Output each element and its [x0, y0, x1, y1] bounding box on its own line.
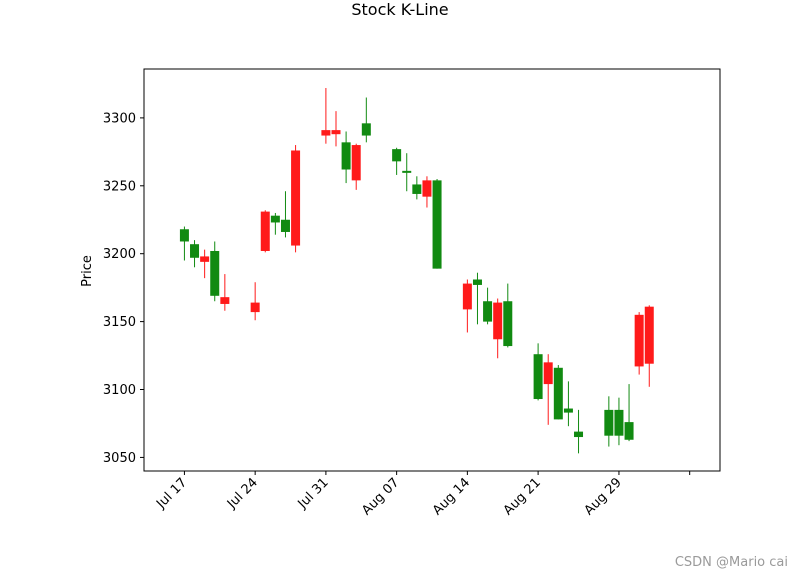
candle	[260, 210, 270, 253]
candle-body	[220, 297, 230, 304]
chart-title: Stock K-Line	[351, 0, 449, 19]
candle-body	[210, 250, 220, 296]
candle	[361, 97, 371, 143]
candle	[422, 176, 432, 208]
y-axis-label: Price	[80, 255, 95, 287]
candle	[483, 287, 493, 325]
candle-body	[351, 145, 361, 181]
candle	[321, 88, 331, 144]
candle-body	[270, 215, 280, 223]
candle	[624, 384, 634, 442]
x-tick-label: Aug 07	[359, 475, 402, 518]
y-tick-label: 3300	[103, 111, 136, 126]
candle-body	[574, 431, 584, 438]
candle	[462, 279, 472, 333]
candle	[291, 145, 301, 253]
y-axis: 3050 3100 3150 3200 3250 3300	[103, 111, 144, 466]
candle	[472, 272, 482, 325]
candle	[634, 312, 644, 375]
candle-body	[604, 409, 614, 436]
candle-body	[472, 279, 482, 285]
x-tick-label: Jul 31	[295, 475, 332, 512]
candle-body	[361, 123, 371, 136]
candle	[503, 283, 513, 348]
candle-body	[260, 211, 270, 251]
candles-layer	[179, 88, 654, 454]
candle	[604, 396, 614, 447]
candle	[331, 111, 341, 147]
candle	[543, 354, 553, 425]
x-tick-label: Aug 21	[501, 475, 544, 518]
candle	[220, 274, 230, 311]
candle-body	[291, 150, 301, 246]
candle-body	[493, 302, 503, 340]
candle	[210, 241, 220, 302]
y-tick-label: 3250	[103, 179, 136, 194]
watermark: CSDN @Mario cai	[674, 555, 788, 570]
candle	[392, 147, 402, 175]
candle-body	[412, 184, 422, 194]
candle-body	[644, 306, 654, 364]
candle	[644, 305, 654, 387]
candle	[179, 226, 189, 261]
y-tick-label: 3150	[103, 315, 136, 330]
candle	[351, 143, 361, 190]
candle	[250, 282, 260, 321]
candle-body	[190, 244, 200, 258]
y-tick-label: 3200	[103, 247, 136, 262]
candle	[574, 409, 584, 454]
candle-body	[543, 362, 553, 385]
candle	[563, 381, 573, 427]
candle-body	[331, 130, 341, 135]
candle-body	[624, 422, 634, 440]
candle	[190, 240, 200, 268]
candle	[280, 191, 290, 238]
candle	[614, 397, 624, 446]
candle-body	[179, 229, 189, 242]
candle	[493, 298, 503, 359]
candle	[533, 343, 543, 401]
y-tick-label: 3100	[103, 383, 136, 398]
candle-body	[533, 354, 543, 400]
candle-body	[634, 314, 644, 367]
candle	[553, 365, 563, 420]
candle	[270, 212, 280, 235]
candle-body	[392, 149, 402, 162]
candle	[412, 176, 422, 200]
x-tick-label: Jul 24	[224, 475, 261, 512]
x-axis: Jul 17 Jul 24 Jul 31 Aug 07 Aug 14 Aug 21 Aug …	[153, 471, 691, 518]
candle-body	[432, 180, 442, 269]
candle-body	[402, 170, 412, 173]
candle-body	[422, 180, 432, 197]
candle-body	[321, 130, 331, 136]
x-tick-label: Aug 29	[582, 475, 625, 518]
candle-body	[563, 408, 573, 413]
candle-body	[483, 301, 493, 322]
candle-body	[200, 256, 210, 262]
axes-frame	[143, 68, 721, 472]
x-tick-label: Aug 14	[430, 475, 473, 518]
candle	[200, 249, 210, 279]
candle	[402, 153, 412, 192]
candle-body	[553, 367, 563, 420]
candle-body	[341, 142, 351, 170]
candle-body	[462, 283, 472, 310]
candle	[341, 131, 351, 184]
candle-body	[614, 409, 624, 436]
y-tick-label: 3050	[103, 451, 136, 466]
candle-body	[503, 301, 513, 347]
candle	[432, 179, 442, 269]
x-tick-label: Jul 17	[153, 475, 190, 512]
candle-body	[280, 219, 290, 232]
candle-body	[250, 302, 260, 313]
